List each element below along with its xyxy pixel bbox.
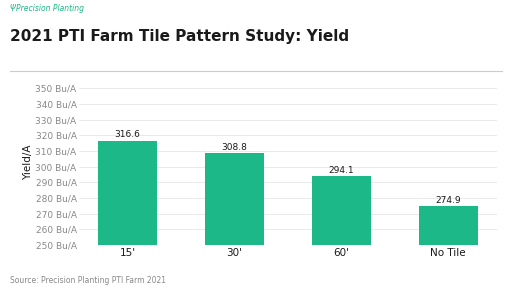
Text: ΨPrecision Planting: ΨPrecision Planting: [10, 4, 84, 13]
Bar: [98, 141, 157, 245]
Bar: [419, 206, 478, 245]
Text: 274.9: 274.9: [436, 196, 461, 204]
Text: Source: Precision Planting PTI Farm 2021: Source: Precision Planting PTI Farm 2021: [10, 276, 166, 285]
Y-axis label: Yield/A: Yield/A: [23, 145, 33, 181]
Text: 294.1: 294.1: [329, 166, 354, 175]
Text: 308.8: 308.8: [222, 143, 247, 151]
Bar: [312, 176, 371, 245]
Bar: [205, 153, 264, 245]
Text: 316.6: 316.6: [115, 130, 141, 139]
Text: 2021 PTI Farm Tile Pattern Study: Yield: 2021 PTI Farm Tile Pattern Study: Yield: [10, 29, 349, 44]
